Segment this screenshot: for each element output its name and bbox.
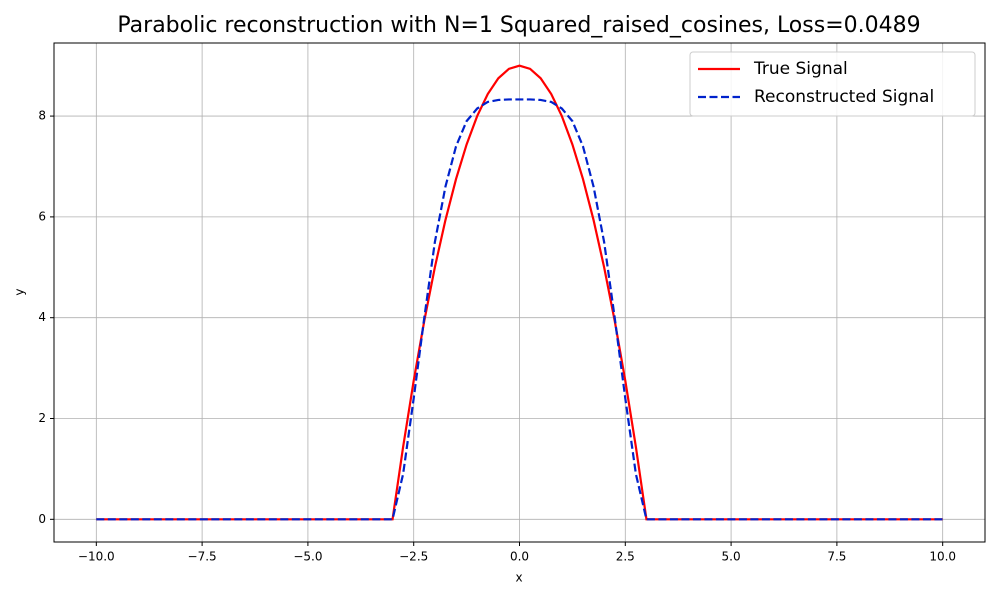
y-tick-label: 6 [38, 209, 46, 223]
y-tick-label: 2 [38, 411, 46, 425]
x-tick-label: 10.0 [929, 550, 956, 564]
legend-label: Reconstructed Signal [754, 87, 934, 107]
y-tick-label: 0 [38, 512, 46, 526]
x-tick-label: 2.5 [616, 550, 635, 564]
x-axis-label: x [515, 571, 522, 585]
x-tick-label: −2.5 [399, 550, 428, 564]
x-tick-label: 7.5 [827, 550, 846, 564]
y-tick-label: 4 [38, 310, 46, 324]
legend: True Signal Reconstructed Signal [689, 51, 976, 117]
legend-label: True Signal [753, 59, 848, 79]
x-tick-label: 0.0 [510, 550, 529, 564]
y-tick-label: 8 [38, 109, 46, 123]
x-tick-label: −10.0 [78, 550, 115, 564]
x-tick-label: 5.0 [722, 550, 741, 564]
line-series [96, 98, 943, 521]
chart-title: Parabolic reconstruction with N=1 Square… [117, 13, 920, 38]
x-tick-label: −5.0 [293, 550, 322, 564]
y-axis-label: y [13, 288, 27, 295]
plot-frame [53, 42, 986, 543]
legend-box [689, 51, 976, 117]
x-tick-label: −7.5 [188, 550, 217, 564]
